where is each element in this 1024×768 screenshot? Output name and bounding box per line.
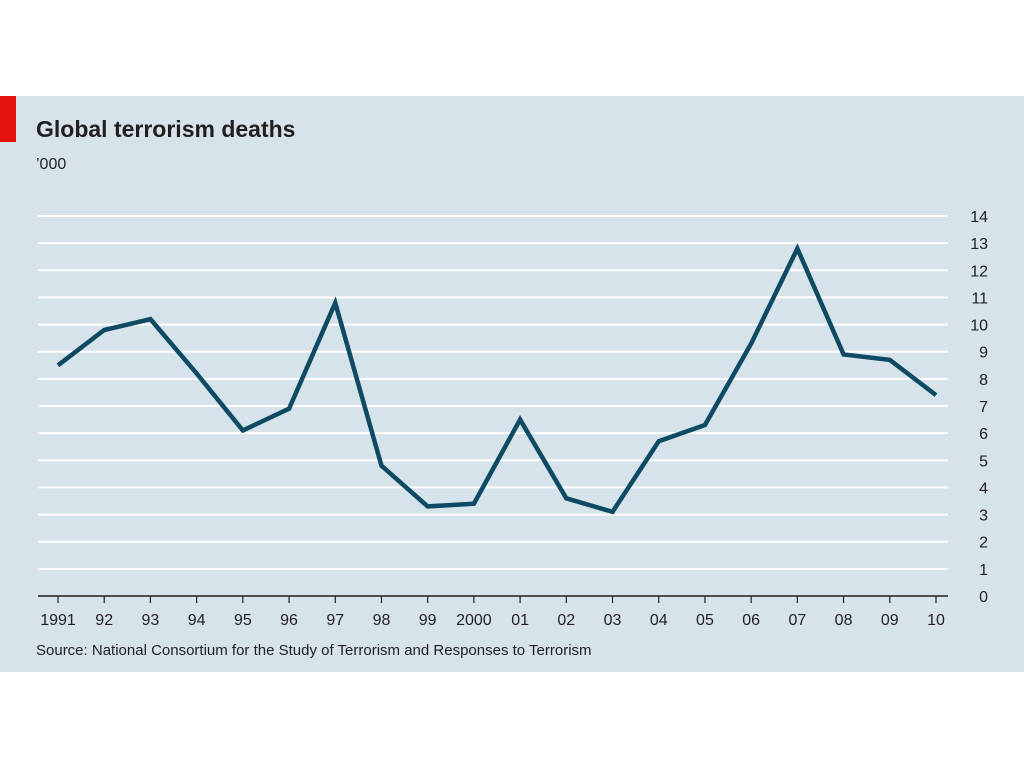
x-tick-label: 96: [280, 612, 298, 629]
unit-label: ’000: [36, 156, 67, 173]
y-tick-label: 10: [970, 318, 988, 335]
x-tick-label: 08: [835, 612, 853, 629]
y-tick-label: 6: [979, 426, 988, 443]
chart-panel: [0, 96, 1024, 672]
chart-title: Global terrorism deaths: [36, 116, 296, 142]
x-tick-label: 03: [604, 612, 622, 629]
x-tick-label: 94: [188, 612, 206, 629]
x-tick-label: 95: [234, 612, 252, 629]
y-tick-label: 7: [979, 399, 988, 416]
x-tick-label: 10: [927, 612, 945, 629]
x-tick-label: 02: [557, 612, 575, 629]
y-tick-label: 0: [979, 589, 988, 606]
y-tick-label: 9: [979, 345, 988, 362]
x-tick-label: 98: [373, 612, 391, 629]
series-line: [56, 243, 938, 515]
y-tick-label: 8: [979, 372, 988, 389]
accent-bar: [0, 96, 16, 142]
y-tick-label: 1: [979, 562, 988, 579]
source-note: Source: National Consortium for the Stud…: [36, 642, 592, 659]
x-tick-label: 93: [142, 612, 160, 629]
y-tick-label: 11: [971, 290, 988, 307]
x-tick-label: 1991: [40, 612, 76, 629]
x-tick-label: 01: [511, 612, 529, 629]
x-tick-label: 07: [788, 612, 806, 629]
y-tick-label: 2: [979, 535, 988, 552]
x-tick-label: 09: [881, 612, 899, 629]
x-tick-label: 97: [326, 612, 344, 629]
x-tick-label: 2000: [456, 612, 492, 629]
y-tick-label: 13: [970, 236, 988, 253]
y-tick-label: 4: [979, 480, 988, 497]
x-tick-label: 05: [696, 612, 714, 629]
y-tick-label: 5: [979, 453, 988, 470]
x-tick-label: 04: [650, 612, 668, 629]
y-tick-label: 14: [970, 209, 988, 226]
x-tick-label: 06: [742, 612, 760, 629]
x-tick-label: 92: [95, 612, 113, 629]
y-tick-label: 3: [979, 508, 988, 525]
y-tick-label: 12: [970, 263, 988, 280]
x-tick-label: 99: [419, 612, 437, 629]
